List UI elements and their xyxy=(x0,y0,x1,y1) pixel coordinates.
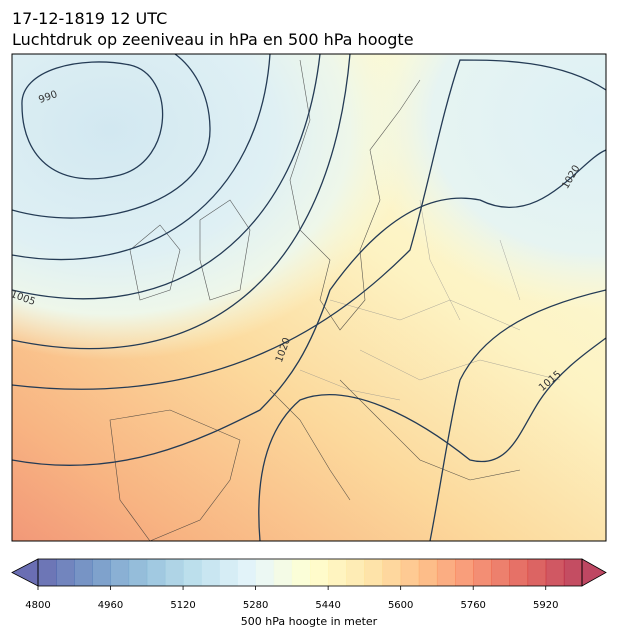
isobar xyxy=(12,149,606,467)
colorbar-segment xyxy=(364,559,384,586)
colorbar-segment xyxy=(509,559,529,586)
colorbar-segment xyxy=(128,559,148,586)
colorbar-segment xyxy=(291,559,311,586)
colorbar-segment xyxy=(418,559,438,586)
isobar xyxy=(258,337,606,541)
colorbar-segment xyxy=(563,559,583,586)
colorbar-segment xyxy=(219,559,238,586)
colorbar-segment xyxy=(328,559,347,586)
isobar xyxy=(429,289,606,541)
colorbar-tick-label: 5440 xyxy=(315,600,340,611)
colorbar-segment xyxy=(382,559,402,586)
colorbar-label: 500 hPa hoogte in meter xyxy=(241,615,378,628)
colorbar-segment xyxy=(436,559,456,586)
high-area xyxy=(360,54,606,310)
isobar xyxy=(12,54,321,300)
coastline xyxy=(109,59,521,541)
colorbar-segment xyxy=(74,559,93,586)
isobar xyxy=(12,59,606,390)
colorbar-segment xyxy=(491,559,510,586)
map-frame xyxy=(11,53,607,542)
map: 990 1005 1020 1020 1015 xyxy=(12,54,606,541)
title: 17-12-1819 12 UTC xyxy=(12,9,167,28)
colorbar-tick-label: 4960 xyxy=(98,600,123,611)
colorbar-frame xyxy=(37,558,583,587)
colorbar-segment xyxy=(346,559,365,586)
colorbar-tick-label: 5120 xyxy=(170,600,195,611)
colorbar-tick-label: 5600 xyxy=(388,600,413,611)
colorbar-segment xyxy=(473,559,492,586)
colorbar-extend-high xyxy=(581,558,607,587)
colorbar-segment xyxy=(237,559,257,586)
colorbar-tick-label: 5280 xyxy=(243,600,268,611)
low-area xyxy=(12,54,410,360)
colorbar-segment xyxy=(146,559,166,586)
isobar xyxy=(12,54,271,261)
colorbar-segment xyxy=(455,559,474,586)
colorbar-segment xyxy=(183,559,202,586)
colorbar-tick-label: 5920 xyxy=(533,600,558,611)
colorbar-segment xyxy=(527,559,547,586)
colorbar-segment xyxy=(92,559,112,586)
colorbar-segment xyxy=(400,559,420,586)
colorbar-segment xyxy=(273,559,293,586)
isobar xyxy=(21,61,164,180)
colorbar-segment xyxy=(545,559,565,586)
colorbar-extend-low xyxy=(11,558,39,587)
colorbar-segment xyxy=(255,559,275,586)
isobar xyxy=(12,54,211,219)
colorbar: 4800 4960 5120 5280 5440 5600 5760 5920 xyxy=(11,558,607,611)
colorbar-tick-label: 5760 xyxy=(460,600,485,611)
colorbar-segment xyxy=(310,559,329,586)
colorbar-segment xyxy=(164,559,184,586)
subtitle: Luchtdruk op zeeniveau in hPa en 500 hPa… xyxy=(12,30,414,49)
isobar xyxy=(12,54,351,350)
borders xyxy=(299,199,561,401)
colorbar-tick-label: 4800 xyxy=(25,600,50,611)
colorbar-segment xyxy=(38,559,57,586)
colorbar-segment xyxy=(110,559,130,586)
colorbar-segment xyxy=(201,559,220,586)
colorbar-segment xyxy=(56,559,75,586)
